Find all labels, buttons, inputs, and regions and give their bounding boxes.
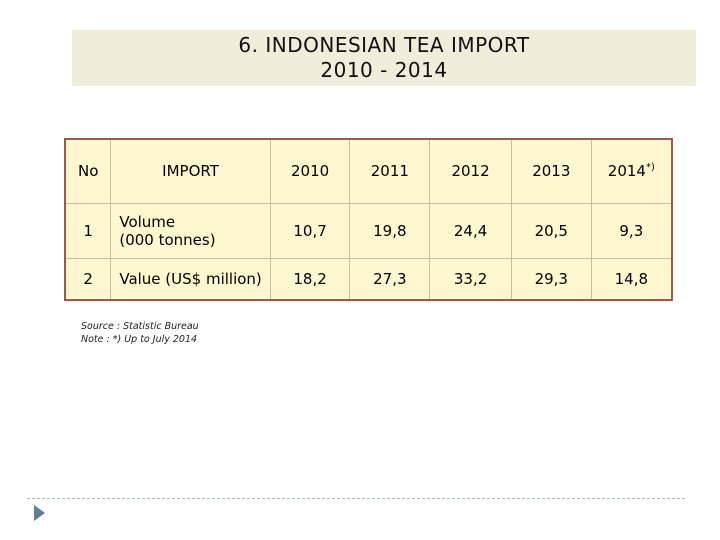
table-row-volume: 1 Volume (000 tonnes) 10,7 19,8 24,4 20,… <box>64 202 673 259</box>
source-note: Source : Statistic Bureau <box>81 321 199 332</box>
cell-value-2013: 29,3 <box>510 257 592 301</box>
header-2014-year: 2014 <box>607 162 646 181</box>
footnotes: Source : Statistic Bureau Note : *) Up t… <box>81 320 199 346</box>
cell-volume-2012: 24,4 <box>429 202 512 259</box>
row-number: 2 <box>64 257 112 301</box>
header-no: No <box>64 138 112 204</box>
row-number: 1 <box>64 202 112 259</box>
row-label: Value (US$ million) <box>110 257 271 301</box>
header-2010: 2010 <box>269 138 351 204</box>
header-2011: 2011 <box>349 138 431 204</box>
tea-import-table: No IMPORT 2010 2011 2012 2013 2014*) 1 V… <box>64 138 673 301</box>
header-2012: 2012 <box>429 138 512 204</box>
period-note: Note : *) Up to July 2014 <box>81 334 198 345</box>
cell-volume-2010: 10,7 <box>269 202 351 259</box>
row-label: Volume (000 tonnes) <box>110 202 271 259</box>
header-2014-marker: *) <box>645 162 655 174</box>
cell-volume-2013: 20,5 <box>510 202 592 259</box>
row-label-line1: Volume <box>119 212 176 231</box>
header-2013: 2013 <box>510 138 592 204</box>
header-import: IMPORT <box>110 138 271 204</box>
page-title: 6. INDONESIAN TEA IMPORT <box>238 33 530 57</box>
cell-value-2014: 14,8 <box>590 257 673 301</box>
cell-volume-2011: 19,8 <box>349 202 431 259</box>
table-row-value: 2 Value (US$ million) 18,2 27,3 33,2 29,… <box>64 257 673 301</box>
table-header-row: No IMPORT 2010 2011 2012 2013 2014*) <box>64 138 673 204</box>
page-subtitle: 2010 - 2014 <box>320 58 448 82</box>
cell-value-2010: 18,2 <box>269 257 351 301</box>
title-band: 6. INDONESIAN TEA IMPORT 2010 - 2014 <box>72 30 696 86</box>
triangle-arrow-icon <box>34 505 45 521</box>
cell-volume-2014: 9,3 <box>590 202 673 259</box>
cell-value-2012: 33,2 <box>429 257 512 301</box>
header-2014: 2014*) <box>590 138 673 204</box>
footer-divider <box>27 498 685 499</box>
cell-value-2011: 27,3 <box>349 257 431 301</box>
row-label-line2: (000 tonnes) <box>119 230 216 249</box>
